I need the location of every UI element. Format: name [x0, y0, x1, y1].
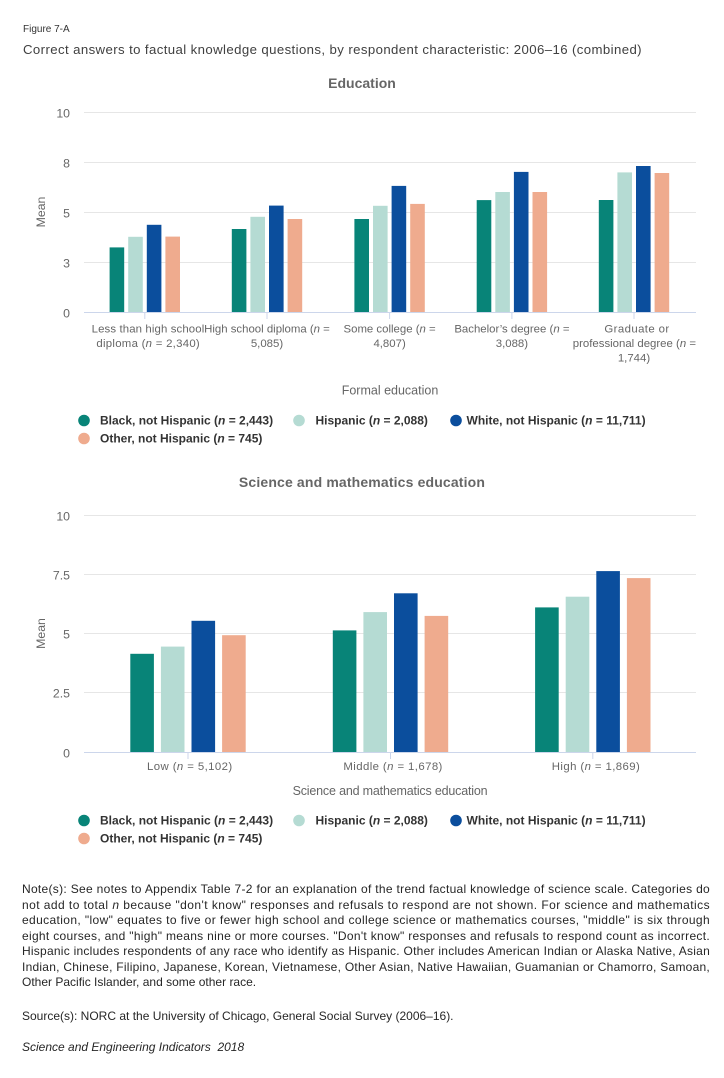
svg-text:Bachelor’s degree (n =: Bachelor’s degree (n =: [454, 324, 570, 336]
svg-text:Less than high school: Less than high school: [92, 324, 205, 336]
svg-text:diploma (n = 2,340): diploma (n = 2,340): [96, 338, 200, 350]
svg-text:3,088): 3,088): [496, 338, 529, 350]
svg-text:1,744): 1,744): [618, 353, 651, 365]
svg-text:High school diploma (n =: High school diploma (n =: [204, 324, 330, 336]
svg-text:7.5: 7.5: [53, 568, 70, 582]
svg-text:Science and mathematics educat: Science and mathematics education: [239, 474, 485, 490]
svg-text:Mean: Mean: [34, 196, 48, 227]
svg-text:5: 5: [63, 206, 70, 220]
svg-text:Hispanic (n = 2,088): Hispanic (n = 2,088): [316, 414, 428, 428]
svg-text:Formal education: Formal education: [342, 384, 439, 398]
svg-text:Black, not Hispanic (n = 2,443: Black, not Hispanic (n = 2,443): [100, 814, 273, 828]
svg-text:Other, not Hispanic (n = 745): Other, not Hispanic (n = 745): [100, 832, 262, 846]
svg-text:3: 3: [63, 256, 70, 270]
svg-text:Mean: Mean: [34, 618, 48, 649]
svg-text:Hispanic (n = 2,088): Hispanic (n = 2,088): [316, 814, 428, 828]
svg-text:5,085): 5,085): [251, 338, 284, 350]
svg-text:Science and mathematics educat: Science and mathematics education: [293, 784, 488, 798]
svg-text:0: 0: [63, 746, 70, 760]
svg-text:Black, not Hispanic (n = 2,443: Black, not Hispanic (n = 2,443): [100, 414, 273, 428]
svg-text:0: 0: [63, 306, 70, 320]
svg-text:10: 10: [56, 106, 70, 120]
svg-text:8: 8: [63, 156, 70, 170]
svg-text:4,807): 4,807): [373, 338, 406, 350]
svg-text:Other, not Hispanic (n = 745): Other, not Hispanic (n = 745): [100, 432, 262, 446]
svg-text:professional degree (n =: professional degree (n =: [573, 338, 697, 350]
svg-text:Low (n = 5,102): Low (n = 5,102): [147, 761, 233, 773]
svg-text:Some college (n =: Some college (n =: [344, 324, 436, 336]
svg-text:White, not Hispanic (n = 11,71: White, not Hispanic (n = 11,711): [467, 414, 646, 428]
svg-text:Middle (n = 1,678): Middle (n = 1,678): [343, 761, 442, 773]
svg-text:White, not Hispanic (n = 11,71: White, not Hispanic (n = 11,711): [467, 814, 646, 828]
svg-text:Education: Education: [328, 75, 396, 91]
svg-text:5: 5: [63, 627, 70, 641]
svg-text:10: 10: [56, 509, 70, 523]
svg-text:2.5: 2.5: [53, 686, 70, 700]
svg-text:Graduate or: Graduate or: [604, 324, 669, 336]
svg-text:High (n = 1,869): High (n = 1,869): [552, 761, 640, 773]
